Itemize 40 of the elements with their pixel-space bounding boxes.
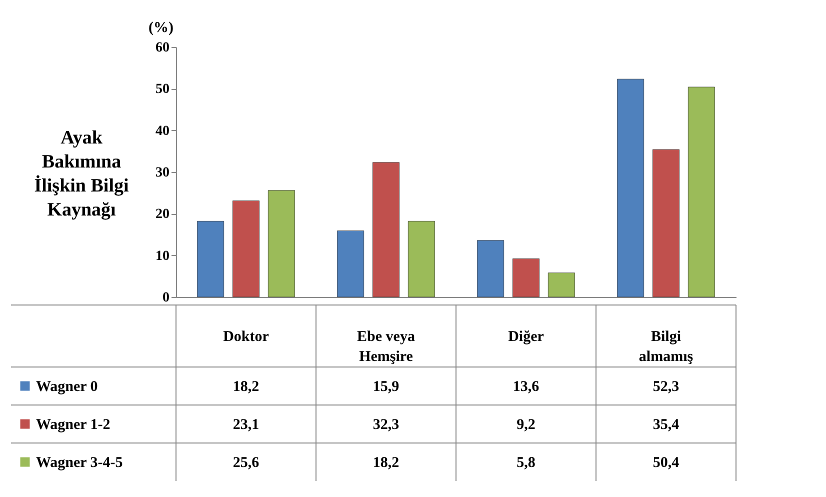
data-label: 18,2 (372, 455, 400, 471)
data-label: 25,6 (232, 455, 260, 471)
y-tick-label: 40 (156, 124, 170, 139)
bar (652, 149, 680, 298)
legend-label: Wagner 0 (36, 379, 98, 395)
data-label: 13,6 (512, 379, 540, 395)
bar (617, 78, 644, 298)
data-label: 52,3 (652, 379, 680, 395)
bar (477, 240, 504, 298)
data-label: 23,1 (232, 417, 260, 433)
data-label: 15,9 (372, 379, 400, 395)
text: (%) (148, 20, 174, 36)
bar (408, 220, 435, 298)
data-label: 9,2 (516, 417, 536, 433)
data-label: 18,2 (232, 379, 260, 395)
y-tick-label: 0 (162, 290, 170, 306)
data-label: 32,3 (372, 417, 400, 433)
bar (548, 272, 575, 298)
data-label: 5,8 (516, 455, 536, 471)
x-tick-label: Diğer (508, 329, 544, 345)
y-axis-title: Ayak Bakımına İlişkin Bilgi Kaynağı (34, 128, 129, 220)
bar (512, 258, 540, 298)
legend-label: Wagner 1-2 (36, 417, 110, 433)
y-tick-label: 20 (156, 207, 170, 222)
data-label: 50,4 (652, 455, 680, 471)
bar (268, 190, 295, 298)
bar (232, 200, 260, 298)
data-label: 35,4 (652, 417, 680, 433)
legend-label: Wagner 3-4-5 (36, 455, 123, 471)
y-tick-label: 60 (156, 40, 170, 56)
bar (372, 162, 400, 298)
y-tick-label: 10 (156, 248, 170, 264)
x-tick-label: Ebe veya Hemşire (357, 329, 416, 365)
bar (688, 86, 715, 298)
y-tick-label: 50 (156, 82, 170, 98)
x-tick-label: Doktor (223, 329, 270, 345)
x-tick-label: Bilgi almamış (638, 329, 694, 365)
bar (197, 220, 224, 298)
bar (337, 230, 364, 298)
y-tick-label: 30 (156, 166, 170, 180)
